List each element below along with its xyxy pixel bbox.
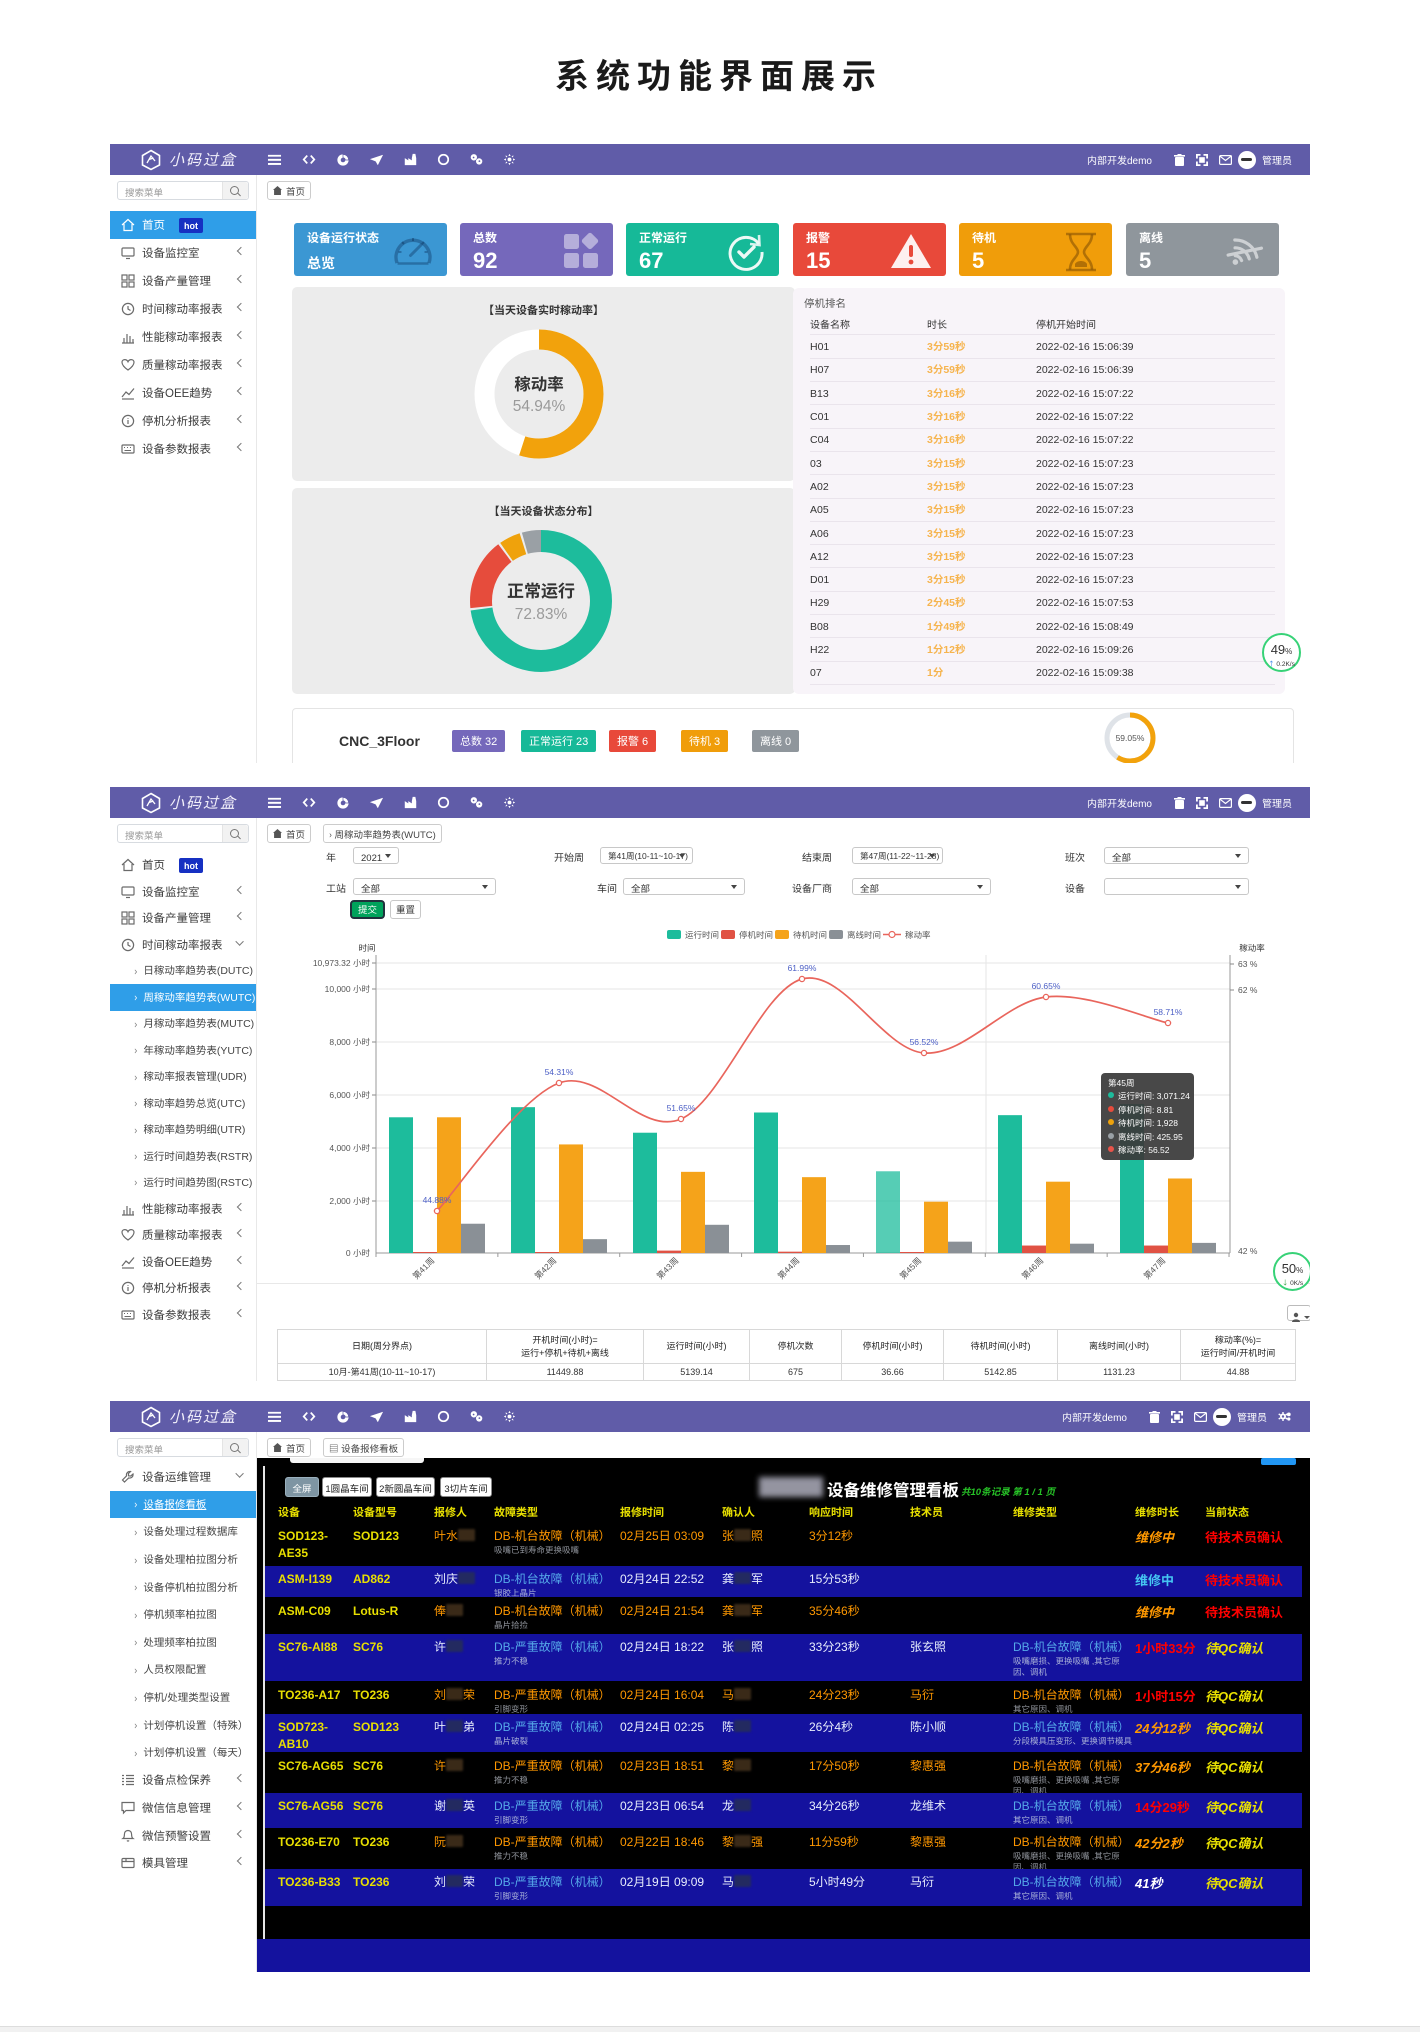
- svg-text:4,000 小时: 4,000 小时: [329, 1142, 370, 1154]
- svg-text:8,000 小时: 8,000 小时: [329, 1036, 370, 1048]
- svg-text:62 %: 62 %: [1238, 984, 1258, 996]
- svg-text:60.65%: 60.65%: [1032, 980, 1061, 992]
- svg-text:第47周: 第47周: [1141, 1255, 1168, 1282]
- svg-text:10,000 小时: 10,000 小时: [325, 983, 371, 995]
- svg-text:停机时间: 停机时间: [739, 929, 773, 941]
- svg-text:第42周: 第42周: [532, 1255, 559, 1282]
- svg-text:10,973.32 小时: 10,973.32 小时: [313, 957, 371, 969]
- svg-text:运行时间: 运行时间: [685, 929, 719, 941]
- svg-text:72.83%: 72.83%: [515, 602, 568, 624]
- svg-text:63 %: 63 %: [1238, 958, 1258, 970]
- svg-text:稼动率: 稼动率: [514, 371, 564, 395]
- svg-text:第43周: 第43周: [654, 1255, 681, 1282]
- svg-text:第41周: 第41周: [410, 1255, 437, 1282]
- svg-text:42 %: 42 %: [1238, 1245, 1258, 1257]
- svg-text:待机时间: 待机时间: [793, 929, 827, 941]
- svg-text:58.71%: 58.71%: [1154, 1006, 1183, 1018]
- svg-text:时间: 时间: [358, 942, 375, 954]
- svg-text:6,000 小时: 6,000 小时: [329, 1089, 370, 1101]
- svg-text:59.05%: 59.05%: [1116, 732, 1145, 744]
- svg-text:51.65%: 51.65%: [667, 1102, 696, 1114]
- svg-text:54.94%: 54.94%: [513, 394, 566, 416]
- svg-text:正常运行: 正常运行: [507, 577, 575, 602]
- svg-text:第44周: 第44周: [775, 1255, 802, 1282]
- svg-text:离线时间: 离线时间: [847, 929, 881, 941]
- svg-text:稼动率: 稼动率: [1239, 942, 1265, 954]
- svg-text:2,000 小时: 2,000 小时: [329, 1195, 370, 1207]
- svg-text:第46周: 第46周: [1019, 1255, 1046, 1282]
- svg-text:稼动率: 稼动率: [905, 929, 931, 941]
- svg-text:第45周: 第45周: [897, 1255, 924, 1282]
- svg-text:54.31%: 54.31%: [545, 1066, 574, 1078]
- svg-text:0 小时: 0 小时: [346, 1247, 371, 1259]
- svg-text:44.88%: 44.88%: [423, 1194, 452, 1206]
- svg-text:56.52%: 56.52%: [910, 1036, 939, 1048]
- svg-text:61.99%: 61.99%: [788, 962, 817, 974]
